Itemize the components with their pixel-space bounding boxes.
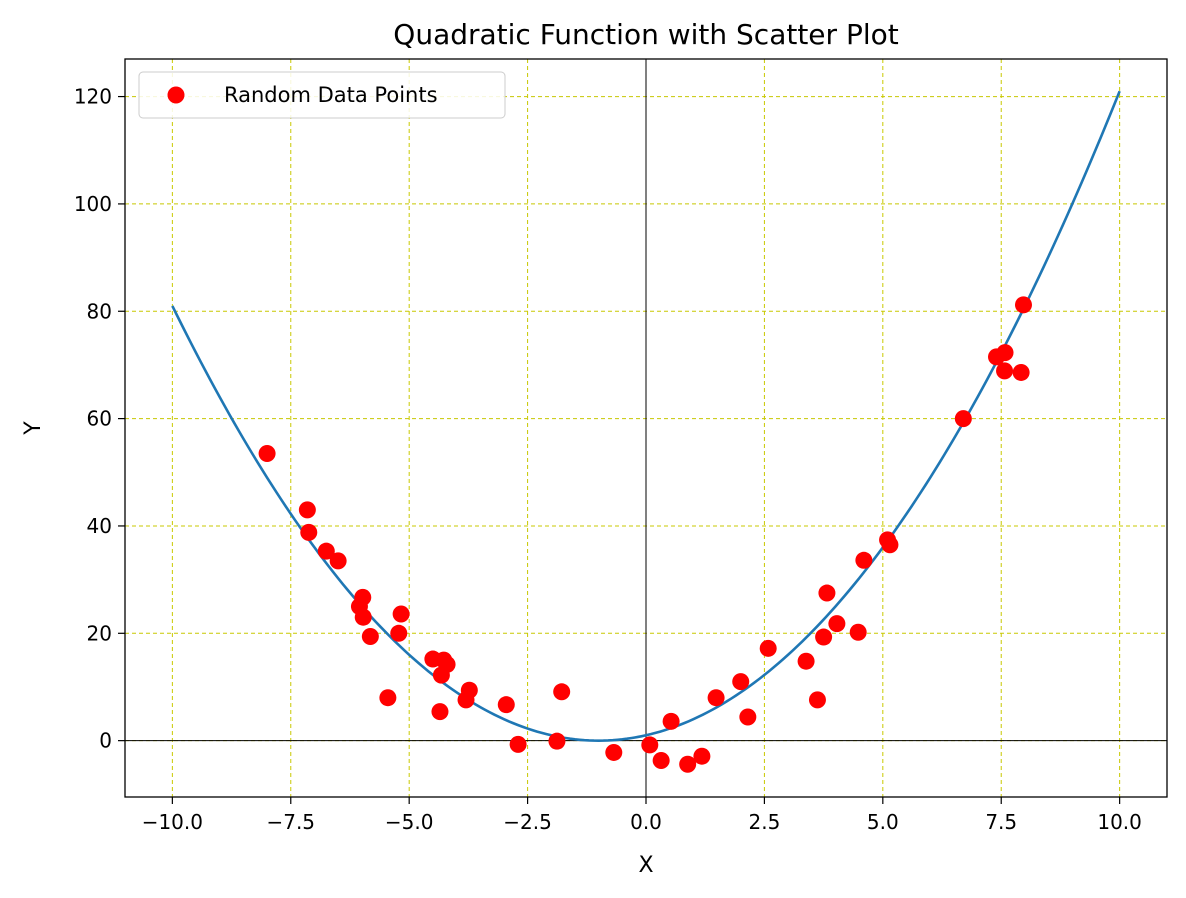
data-point-25 xyxy=(652,752,670,770)
data-point-18 xyxy=(460,681,478,699)
data-point-30 xyxy=(732,673,750,691)
data-point-39 xyxy=(855,551,873,569)
data-point-22 xyxy=(553,683,571,701)
data-point-16 xyxy=(438,655,456,673)
data-point-27 xyxy=(679,755,697,773)
data-point-20 xyxy=(509,735,527,753)
data-point-1 xyxy=(298,501,316,519)
data-point-3 xyxy=(317,542,335,560)
y-tick-label-0: 0 xyxy=(99,729,112,753)
x-tick-label-5: 2.5 xyxy=(749,810,781,834)
data-point-32 xyxy=(759,639,777,657)
y-tick-label-1: 20 xyxy=(87,621,112,645)
chart-title: Quadratic Function with Scatter Plot xyxy=(393,18,898,51)
legend-box xyxy=(138,71,506,119)
data-point-31 xyxy=(739,708,757,726)
data-point-2 xyxy=(300,523,318,541)
y-tick-label-3: 60 xyxy=(87,407,112,431)
x-tick-label-0: −10.0 xyxy=(142,810,203,834)
y-tick-label-4: 80 xyxy=(87,299,112,323)
x-ticks: −10.0 −7.5 −5.0 −2.5 0.0 2.5 5.0 7.5 10.0 xyxy=(142,797,1142,834)
y-tick-label-5: 100 xyxy=(74,192,112,216)
y-tick-label-2: 40 xyxy=(87,514,112,538)
data-point-6 xyxy=(354,588,372,606)
x-tick-label-2: −5.0 xyxy=(385,810,434,834)
data-point-13 xyxy=(431,703,449,721)
data-point-28 xyxy=(693,747,711,765)
data-point-26 xyxy=(662,712,680,730)
data-point-24 xyxy=(641,736,659,754)
data-point-44 xyxy=(996,344,1014,362)
data-point-34 xyxy=(808,691,826,709)
data-point-37 xyxy=(828,615,846,633)
x-tick-label-7: 7.5 xyxy=(985,810,1017,834)
data-point-33 xyxy=(797,652,815,670)
data-point-41 xyxy=(881,536,899,554)
data-point-11 xyxy=(392,605,410,623)
reference-lines xyxy=(125,59,1167,797)
data-point-7 xyxy=(354,608,372,626)
points-layer xyxy=(258,296,1032,773)
y-tick-label-6: 120 xyxy=(74,85,112,109)
y-axis-label: Y xyxy=(21,421,46,436)
x-tick-label-3: −2.5 xyxy=(503,810,552,834)
data-point-46 xyxy=(1012,363,1030,381)
x-axis-label: X xyxy=(638,853,653,878)
data-point-23 xyxy=(605,743,623,761)
data-point-36 xyxy=(818,584,836,602)
x-tick-label-4: 0.0 xyxy=(630,810,662,834)
data-point-4 xyxy=(329,552,347,570)
x-tick-label-8: 10.0 xyxy=(1097,810,1142,834)
data-point-29 xyxy=(707,689,725,707)
x-tick-label-1: −7.5 xyxy=(266,810,315,834)
data-point-35 xyxy=(815,628,833,646)
data-point-19 xyxy=(497,696,515,714)
data-point-42 xyxy=(954,410,972,428)
y-ticks: 0 20 40 60 80 100 120 xyxy=(74,85,125,753)
data-point-8 xyxy=(361,628,379,646)
legend: Random Data Points xyxy=(138,71,506,119)
data-point-21 xyxy=(548,732,566,750)
data-point-38 xyxy=(849,623,867,641)
data-point-9 xyxy=(379,689,397,707)
legend-label: Random Data Points xyxy=(224,83,438,107)
x-tick-label-6: 5.0 xyxy=(867,810,899,834)
data-point-45 xyxy=(996,362,1014,380)
data-point-10 xyxy=(390,624,408,642)
data-point-0 xyxy=(258,444,276,462)
data-point-47 xyxy=(1014,296,1032,314)
legend-marker xyxy=(167,86,185,104)
